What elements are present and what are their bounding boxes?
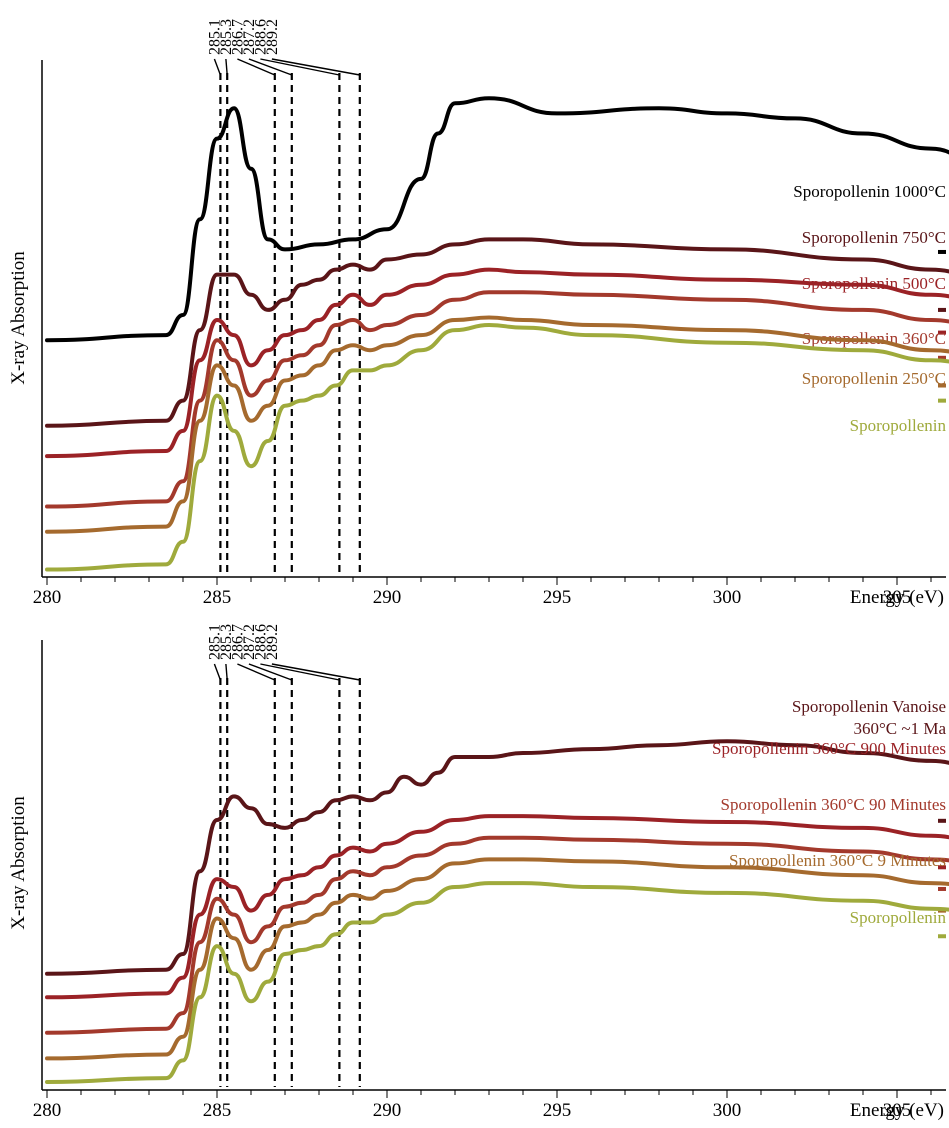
peak-label: 287.2: [241, 624, 258, 660]
series-label: Sporopollenin 360°C: [802, 329, 946, 348]
series-label: Sporopollenin: [850, 908, 947, 927]
series-line: [45, 857, 949, 1061]
series-line: [45, 881, 949, 1084]
x-tick-label: 305: [883, 1100, 912, 1121]
peak-label: 286.7: [229, 624, 246, 660]
series-label: 360°C ~1 Ma: [854, 719, 947, 738]
peak-leader-line: [213, 58, 222, 76]
peak-label: 286.7: [229, 19, 246, 55]
x-tick-label: 280: [33, 1100, 62, 1121]
series-line: [45, 290, 949, 509]
series-line: [45, 835, 949, 1035]
peak-leader-line: [225, 58, 228, 76]
series-line: [45, 237, 949, 428]
series-line: [45, 267, 949, 459]
series-line: [45, 315, 949, 534]
x-tick-label: 295: [543, 587, 572, 608]
series-label: Sporopollenin: [850, 416, 947, 435]
peak-leader-line: [260, 663, 340, 681]
series-label: Sporopollenin Vanoise: [792, 697, 946, 716]
spectrum-chart-top: 280285290295300305310315320Energy (eV)X-…: [8, 19, 949, 608]
peak-leader-line: [213, 663, 222, 681]
peak-label: 285.1: [206, 624, 223, 660]
spectrum-chart-bottom: 280285290295300305310315320Energy (eV)X-…: [8, 624, 949, 1121]
x-tick-label: 295: [543, 1100, 572, 1121]
peak-leader-line: [248, 58, 293, 76]
x-axis-title: Energy (eV): [850, 587, 944, 608]
x-tick-label: 305: [883, 587, 912, 608]
series-line: [45, 814, 949, 1000]
series-label: Sporopollenin 250°C: [802, 369, 946, 388]
peak-label: 285.3: [218, 19, 235, 55]
series-label: Sporopollenin 360°C 900 Minutes: [712, 739, 946, 758]
peak-label: 289.2: [264, 19, 281, 55]
x-tick-label: 280: [33, 587, 62, 608]
series-line: [45, 323, 949, 572]
y-axis-title: X-ray Absorption: [8, 796, 29, 930]
x-tick-label: 290: [373, 587, 402, 608]
peak-leader-line: [260, 58, 340, 76]
peak-label: 287.2: [241, 19, 258, 55]
x-tick-label: 300: [713, 587, 742, 608]
series-label: Sporopollenin 500°C: [802, 274, 946, 293]
series-line: [45, 96, 949, 343]
peak-leader-line: [225, 663, 228, 681]
peak-leader-line: [237, 663, 276, 681]
y-axis-title: X-ray Absorption: [8, 251, 29, 385]
series-label: Sporopollenin 1000°C: [793, 182, 946, 201]
peak-leader-line: [237, 58, 276, 76]
x-tick-label: 300: [713, 1100, 742, 1121]
peak-label: 289.2: [264, 624, 281, 660]
series-line: [45, 739, 949, 976]
peak-leader-line: [271, 663, 360, 681]
peak-label: 288.6: [252, 624, 269, 660]
peak-label: 285.3: [218, 624, 235, 660]
x-tick-label: 285: [203, 1100, 232, 1121]
peak-label: 288.6: [252, 19, 269, 55]
series-label: Sporopollenin 750°C: [802, 228, 946, 247]
peak-leader-line: [271, 58, 360, 76]
series-label: Sporopollenin 360°C 90 Minutes: [721, 795, 946, 814]
x-tick-label: 285: [203, 587, 232, 608]
peak-leader-line: [248, 663, 293, 681]
series-label: Sporopollenin 360°C 9 Minutes: [729, 851, 946, 870]
x-axis-title: Energy (eV): [850, 1100, 944, 1121]
x-tick-label: 290: [373, 1100, 402, 1121]
peak-label: 285.1: [206, 19, 223, 55]
